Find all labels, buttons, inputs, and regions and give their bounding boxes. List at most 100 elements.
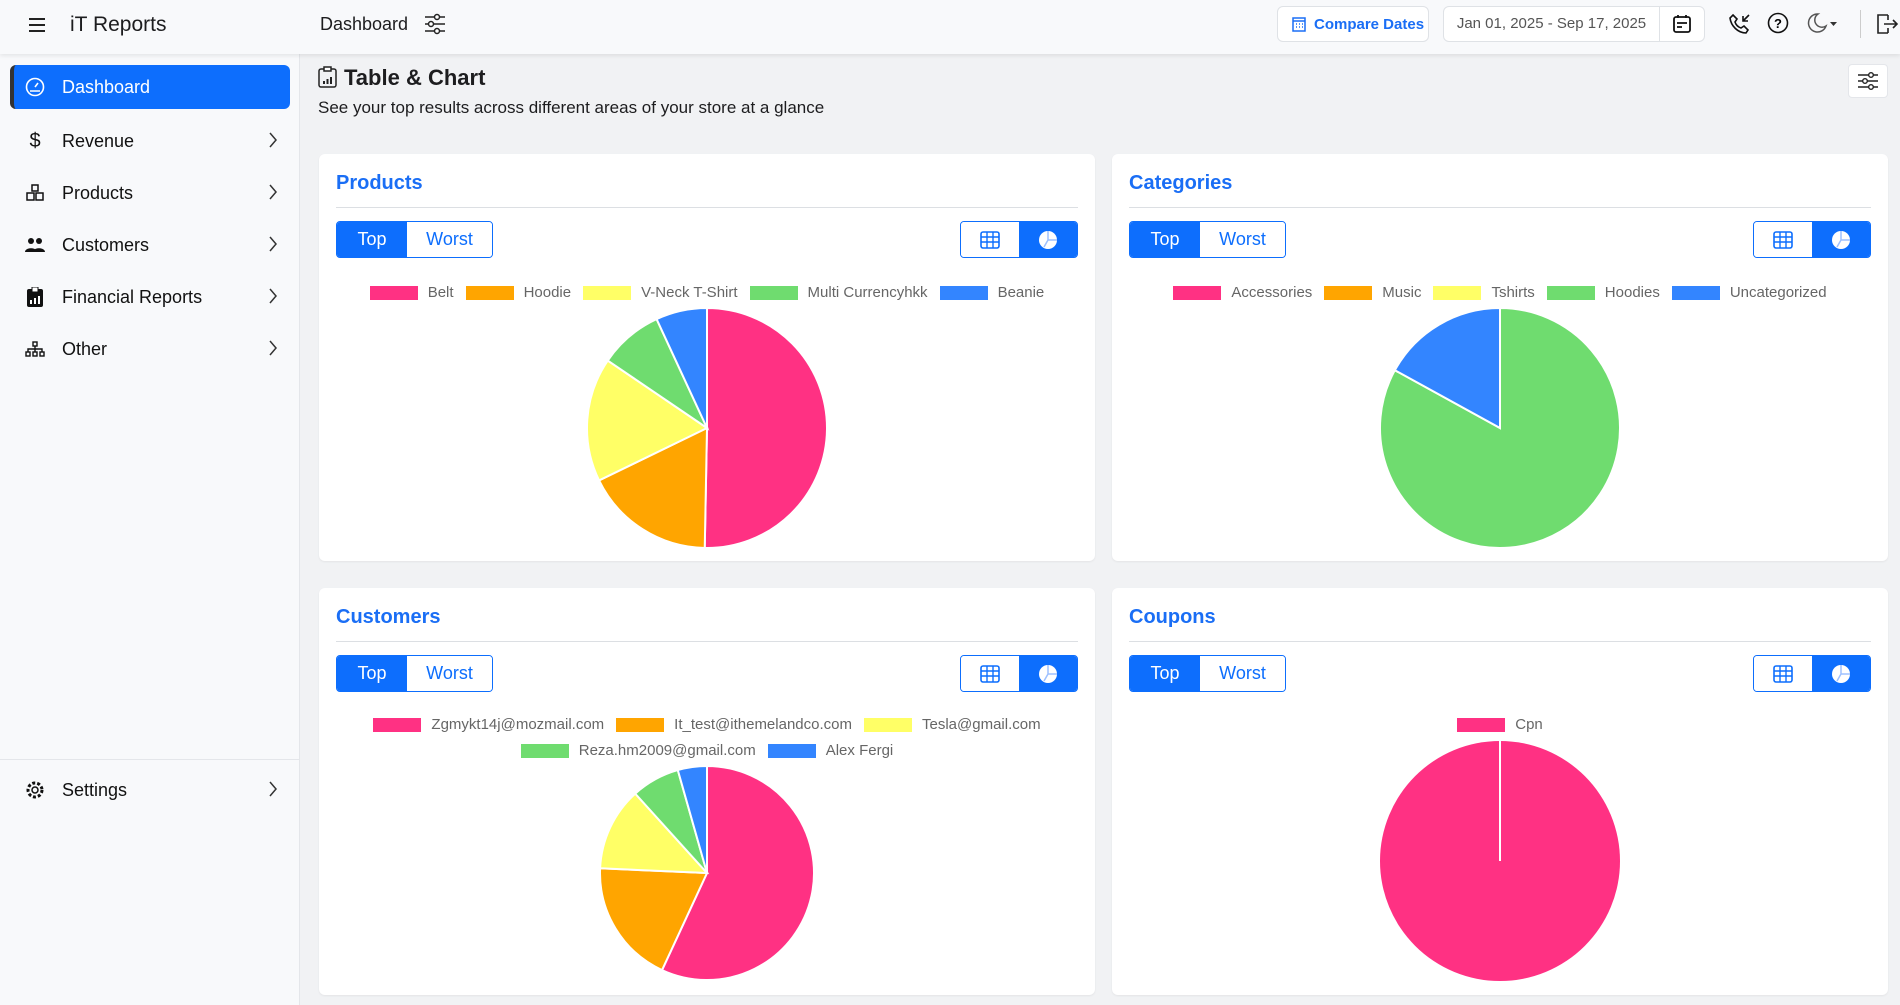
table-icon	[1773, 230, 1793, 249]
legend-item[interactable]: Tesla@gmail.com	[863, 716, 1041, 733]
table-view-button[interactable]	[1754, 222, 1812, 257]
pie-slice-cpn[interactable]	[1380, 741, 1620, 981]
legend-item[interactable]: Multi Currencyhkk	[749, 284, 928, 301]
legend-label: Reza.hm2009@gmail.com	[578, 742, 756, 759]
view-toggle	[1753, 655, 1871, 692]
pie-chart-icon	[1039, 230, 1057, 249]
sidebar-item-financial-reports[interactable]: Financial Reports	[10, 275, 290, 319]
sidebar-item-label: Dashboard	[62, 76, 151, 97]
table-icon	[1773, 664, 1793, 683]
table-view-button[interactable]	[961, 656, 1019, 691]
pie-slice-beanie[interactable]	[655, 306, 708, 429]
divider	[0, 759, 300, 760]
legend-item[interactable]: Belt	[369, 284, 454, 301]
legend-label: Multi Currencyhkk	[807, 284, 928, 301]
pie-slice-zgmykt14j-mozmail-com[interactable]	[660, 764, 815, 981]
sidebar-item-label: Customers	[62, 234, 150, 255]
chart-view-button[interactable]	[1019, 222, 1077, 257]
top-worst-toggle: Top Worst	[1129, 221, 1286, 258]
pie-slice-hoodie[interactable]	[597, 426, 709, 549]
top-button[interactable]: Top	[337, 222, 407, 257]
boxes-icon	[24, 183, 46, 203]
legend-swatch	[369, 285, 418, 300]
pie-slice-belt[interactable]	[703, 306, 828, 549]
chart-view-button[interactable]	[1812, 656, 1870, 691]
sidebar-item-products[interactable]: Products	[10, 171, 290, 215]
help-icon[interactable]: ?	[1767, 12, 1789, 39]
table-view-button[interactable]	[1754, 656, 1812, 691]
pie-slice-v-neck-t-shirt[interactable]	[586, 359, 709, 482]
sidebar-item-other[interactable]: Other	[10, 327, 290, 371]
divider	[1129, 207, 1871, 208]
menu-icon[interactable]	[28, 17, 46, 38]
pie-chart	[599, 764, 815, 981]
chevron-right-icon	[268, 235, 278, 258]
dollar-icon: $	[29, 129, 41, 152]
chart-view-button[interactable]	[1812, 222, 1870, 257]
filter-settings-button[interactable]	[1848, 64, 1888, 98]
legend-item[interactable]: Uncategorized	[1671, 284, 1827, 301]
calendar-icon[interactable]	[1660, 14, 1704, 34]
legend-label: Beanie	[997, 284, 1045, 301]
chart-legend: Accessories Music Tshirts Hoodies Uncategori…	[1112, 284, 1888, 301]
sidebar: Dashboard $ Revenue Products Customers Fi…	[0, 54, 300, 1005]
top-button[interactable]: Top	[337, 656, 407, 691]
pie-slice-tesla-gmail-com[interactable]	[599, 792, 710, 875]
legend-item[interactable]: Zgmykt14j@mozmail.com	[373, 716, 604, 733]
sidebar-item-dashboard[interactable]: Dashboard	[10, 65, 290, 109]
legend-item[interactable]: It_test@ithemelandco.com	[616, 716, 852, 733]
legend-item[interactable]: Tshirts	[1433, 284, 1535, 301]
pie-slice-alex-fergi[interactable]	[676, 764, 708, 874]
legend-label: Accessories	[1231, 284, 1313, 301]
chevron-right-icon	[268, 287, 278, 310]
legend-swatch	[373, 717, 422, 732]
top-button[interactable]: Top	[1130, 656, 1200, 691]
top-worst-toggle: Top Worst	[1129, 655, 1286, 692]
sidebar-item-label: Products	[62, 182, 134, 203]
chart-legend: Zgmykt14j@mozmail.com It_test@ithemelandc…	[319, 716, 1095, 759]
date-range-picker[interactable]: Jan 01, 2025 - Sep 17, 2025	[1443, 6, 1705, 42]
dark-mode-dropdown[interactable]	[1806, 12, 1840, 39]
chevron-right-icon	[268, 183, 278, 206]
legend-label: Hoodies	[1604, 284, 1660, 301]
view-toggle	[1753, 221, 1871, 258]
legend-item[interactable]: Music	[1324, 284, 1421, 301]
sidebar-item-customers[interactable]: Customers	[10, 223, 290, 267]
legend-item[interactable]: Beanie	[939, 284, 1045, 301]
categories-card: Categories Top Worst Accessories Music Tsh…	[1112, 154, 1888, 561]
sidebar-item-label: Revenue	[62, 130, 135, 151]
legend-item[interactable]: Cpn	[1457, 716, 1543, 733]
phone-incoming-icon[interactable]	[1729, 13, 1751, 40]
legend-item[interactable]: Alex Fergi	[767, 742, 893, 759]
card-title: Customers	[336, 606, 441, 628]
legend-swatch	[583, 285, 632, 300]
legend-item[interactable]: Hoodies	[1546, 284, 1660, 301]
legend-item[interactable]: V-Neck T-Shirt	[583, 284, 738, 301]
table-view-button[interactable]	[961, 222, 1019, 257]
table-icon	[980, 664, 1000, 683]
pie-slice-it-test-ithemelandco-com[interactable]	[599, 867, 709, 972]
chart-legend: Belt Hoodie V-Neck T-Shirt Multi Currencyhk…	[319, 284, 1095, 301]
legend-swatch	[1671, 285, 1720, 300]
sidebar-item-revenue[interactable]: $ Revenue	[10, 119, 290, 163]
worst-button[interactable]: Worst	[407, 656, 492, 691]
chart-view-button[interactable]	[1019, 656, 1077, 691]
legend-item[interactable]: Hoodie	[465, 284, 571, 301]
logout-icon[interactable]	[1875, 13, 1899, 40]
legend-item[interactable]: Reza.hm2009@gmail.com	[520, 742, 756, 759]
products-card: Products Top Worst Belt Hoodie V-Neck T-Sh…	[319, 154, 1095, 561]
pie-slice-uncategorized[interactable]	[1393, 306, 1501, 430]
sitemap-icon	[24, 341, 46, 357]
top-button[interactable]: Top	[1130, 222, 1200, 257]
legend-swatch	[1173, 285, 1222, 300]
legend-item[interactable]: Accessories	[1173, 284, 1312, 301]
sliders-icon[interactable]	[424, 13, 446, 40]
compare-dates-button[interactable]: Compare Dates	[1277, 6, 1429, 42]
divider	[336, 641, 1078, 642]
card-title: Coupons	[1129, 606, 1216, 628]
worst-button[interactable]: Worst	[407, 222, 492, 257]
worst-button[interactable]: Worst	[1200, 656, 1285, 691]
chevron-right-icon	[268, 131, 278, 154]
sidebar-item-settings[interactable]: Settings	[10, 768, 290, 812]
worst-button[interactable]: Worst	[1200, 222, 1285, 257]
